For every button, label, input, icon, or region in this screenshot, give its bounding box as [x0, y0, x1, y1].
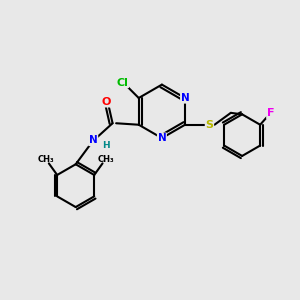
Text: H: H [102, 141, 110, 150]
Text: N: N [158, 133, 166, 143]
Text: F: F [267, 108, 274, 118]
Text: O: O [101, 97, 111, 107]
Text: N: N [89, 136, 98, 146]
Text: CH₃: CH₃ [38, 155, 54, 164]
Text: N: N [181, 93, 189, 103]
Text: S: S [206, 120, 213, 130]
Text: Cl: Cl [116, 77, 128, 88]
Text: CH₃: CH₃ [97, 155, 114, 164]
